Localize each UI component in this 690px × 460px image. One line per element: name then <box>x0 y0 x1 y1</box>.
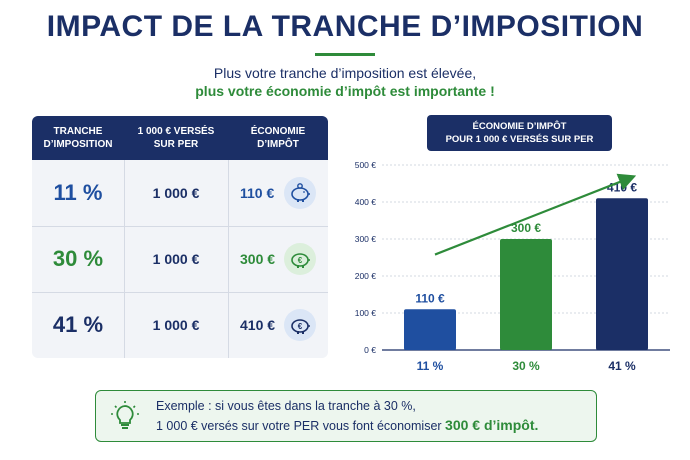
table-row-amount: 1 000 € <box>152 317 200 333</box>
x-tick-label: 11 % <box>417 359 444 373</box>
subtitle-line-1: Plus votre tranche d’imposition est élev… <box>213 65 477 81</box>
x-tick-label: 30 % <box>512 359 540 373</box>
subtitle-line-2: plus votre économie d’impôt est importan… <box>195 83 495 99</box>
y-tick-label: 200 € <box>355 271 377 281</box>
table-row-amount: 1 000 € <box>152 251 200 267</box>
bar-value-label: 110 € <box>415 291 445 305</box>
piggy-bank-icon <box>284 177 316 209</box>
svg-text:€: € <box>298 256 303 265</box>
table-header: TRANCHE D’IMPOSITION 1 000 € VERSÉS SUR PE… <box>32 116 328 160</box>
y-tick-label: 400 € <box>355 197 377 207</box>
tax-bracket-table: TRANCHE D’IMPOSITION 1 000 € VERSÉS SUR PE… <box>32 116 328 358</box>
x-tick-label: 41 % <box>608 359 636 373</box>
y-tick-label: 500 € <box>355 160 377 170</box>
trend-arrow <box>434 173 637 256</box>
title-underline <box>315 53 375 56</box>
column-divider <box>124 160 125 358</box>
table-row-rate: 41 % <box>52 312 104 337</box>
column-divider <box>228 160 229 358</box>
svg-text:€: € <box>298 322 303 331</box>
table-row-rate: 30 % <box>52 246 104 271</box>
chart-title: ÉCONOMIE D’IMPÔT POUR 1 000 € VERSÉS SUR… <box>427 115 612 151</box>
piggy-bank-euro-icon: € <box>284 309 316 341</box>
table-row-amount: 1 000 € <box>152 185 200 201</box>
page-title: IMPACT DE LA TRANCHE D’IMPOSITION <box>46 10 644 43</box>
piggy-bank-euro-icon: € <box>284 243 316 275</box>
callout-line-2: 1 000 € versés sur votre PER vous font é… <box>156 417 539 433</box>
y-tick-label: 0 € <box>364 345 376 355</box>
header-tranche: TRANCHE D’IMPOSITION <box>43 126 113 150</box>
header-versement: 1 000 € VERSÉS SUR PER <box>137 126 215 150</box>
table-row-saving: 300 € <box>240 251 276 267</box>
bar-value-label: 410 € <box>607 180 637 194</box>
y-tick-label: 300 € <box>355 234 377 244</box>
header-economie: ÉCONOMIE D’IMPÔT <box>250 126 306 150</box>
lightbulb-icon <box>108 399 142 433</box>
bar <box>404 309 456 350</box>
y-tick-label: 100 € <box>355 308 377 318</box>
callout-highlight: 300 € d’impôt. <box>445 417 539 433</box>
row-divider <box>32 292 328 293</box>
bar <box>596 198 648 350</box>
row-divider <box>32 226 328 227</box>
callout-line-1: Exemple : si vous êtes dans la tranche à… <box>156 399 416 413</box>
bar-value-label: 300 € <box>511 221 541 235</box>
bar <box>500 239 552 350</box>
table-row-saving: 110 € <box>240 185 275 201</box>
table-row-rate: 11 % <box>53 180 103 205</box>
table-row-saving: 410 € <box>240 317 276 333</box>
bar-chart: 0 € 100 € 200 € 300 € 400 € 500 € 110 € 11 % 300… <box>355 160 670 373</box>
example-callout: Exemple : si vous êtes dans la tranche à… <box>95 390 597 442</box>
